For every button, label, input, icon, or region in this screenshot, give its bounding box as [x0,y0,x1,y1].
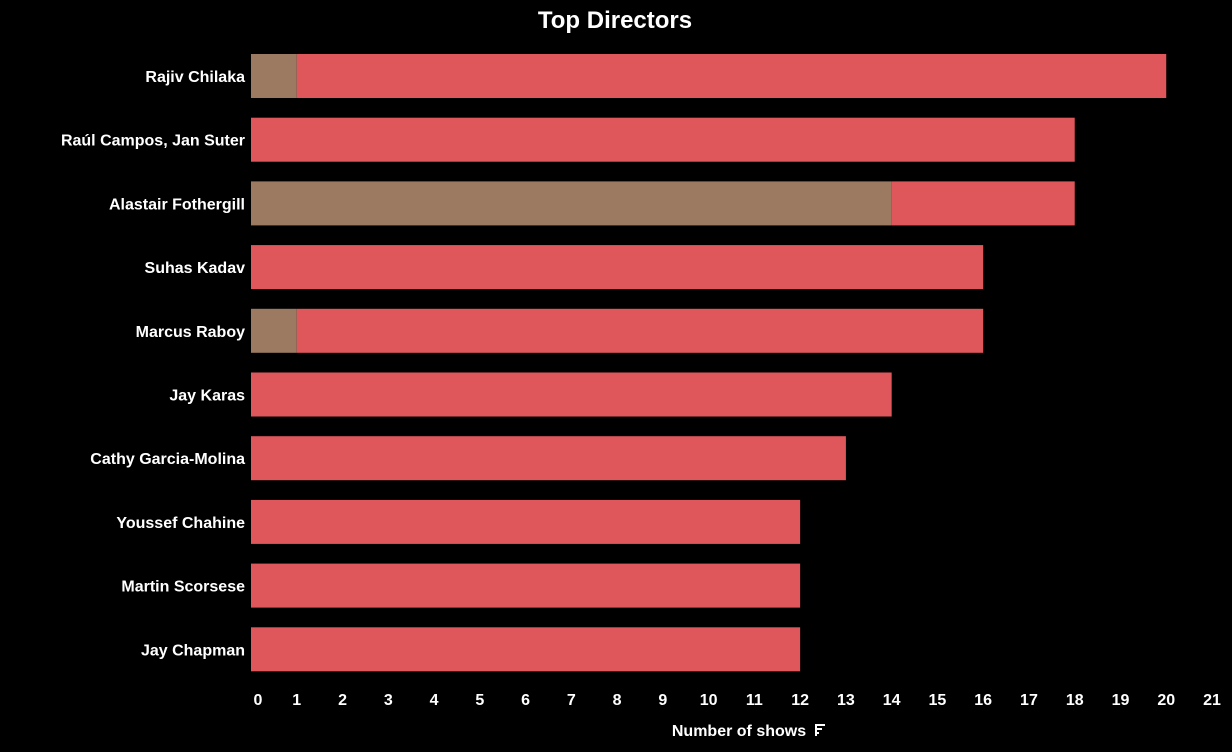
bar-segment[interactable] [296,54,1167,98]
x-tick-label: 3 [384,692,393,709]
bars-layer [251,54,1167,672]
bar-segment[interactable] [891,181,1075,226]
x-tick-label: 2 [338,692,347,709]
x-tick-label: 11 [746,692,763,709]
category-label: Martin Scorsese [121,579,245,596]
x-tick-label: 20 [1157,692,1175,709]
category-label: Rajiv Chilaka [145,69,245,86]
x-tick-label: 9 [658,692,667,709]
x-tick-label: 8 [613,692,622,709]
bar-segment[interactable] [251,436,846,481]
bar-segment[interactable] [251,563,801,608]
x-tick-label: 15 [929,692,947,709]
x-tick-label: 18 [1066,692,1084,709]
x-tick-label: 14 [883,692,901,709]
category-label: Youssef Chahine [116,515,245,532]
x-tick-label: 0 [254,692,263,709]
x-tick-label: 16 [974,692,992,709]
x-tick-label: 6 [521,692,530,709]
category-labels: Rajiv Chilaka Raúl Campos, Jan Suter Alast… [61,69,245,659]
bar-segment[interactable] [251,117,1075,162]
bar-segment[interactable] [251,308,297,353]
x-tick-label: 13 [837,692,855,709]
bar-segment[interactable] [251,372,892,417]
x-tick-label: 12 [791,692,809,709]
x-axis-ticks: 0 1 2 3 4 5 6 7 8 9 10 11 12 13 14 15 16 17 18 19 20 21 [254,692,1221,709]
x-tick-label: 19 [1112,692,1130,709]
x-tick-label: 7 [567,692,576,709]
category-label: Raúl Campos, Jan Suter [61,133,245,150]
x-axis-label[interactable]: Number of shows [672,723,806,740]
bar-segment[interactable] [251,627,801,672]
bar-segment[interactable] [296,308,984,353]
category-label: Alastair Fothergill [109,196,245,213]
x-tick-label: 10 [700,692,718,709]
bar-segment[interactable] [251,181,892,226]
category-label: Suhas Kadav [145,260,246,277]
bar-segment[interactable] [251,54,297,98]
x-tick-label: 21 [1203,692,1221,709]
sort-descending-icon[interactable] [815,724,825,736]
category-label: Jay Karas [169,388,245,405]
x-tick-label: 1 [292,692,301,709]
chart-title: Top Directors [538,7,692,34]
x-tick-label: 4 [430,692,439,709]
x-tick-label: 5 [475,692,484,709]
category-label: Marcus Raboy [136,324,245,341]
bar-segment[interactable] [251,499,801,544]
category-label: Jay Chapman [141,642,245,659]
category-label: Cathy Garcia-Molina [90,451,245,468]
x-tick-label: 17 [1020,692,1038,709]
bar-segment[interactable] [251,245,984,290]
